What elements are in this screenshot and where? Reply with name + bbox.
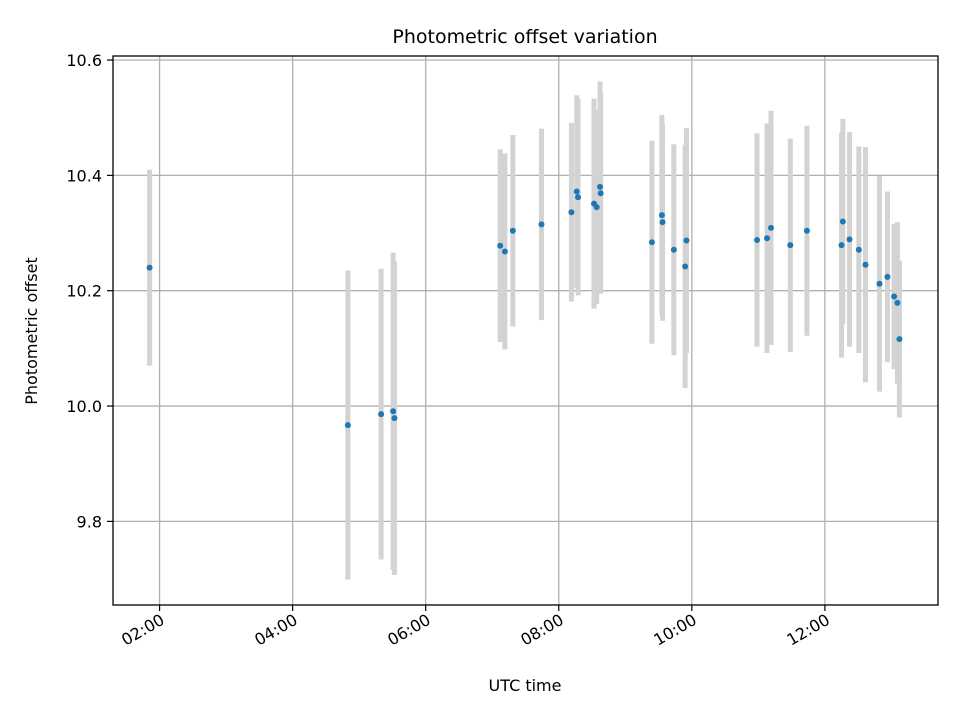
y-axis-ticks: 9.8 10.0 10.2 10.4 10.6 <box>66 51 113 531</box>
plot-frame <box>112 55 939 606</box>
data-point <box>670 246 677 253</box>
data-point <box>764 235 771 242</box>
y-tick-label: 9.8 <box>77 512 102 531</box>
data-point <box>575 194 582 201</box>
y-tick-label: 10.0 <box>66 397 102 416</box>
data-point <box>344 422 351 429</box>
data-point <box>597 190 604 197</box>
data-point <box>501 248 508 255</box>
x-axis-title: UTC time <box>489 676 562 695</box>
data-point <box>146 264 153 271</box>
data-points <box>146 183 903 429</box>
data-point <box>682 263 689 270</box>
y-axis-title: Photometric offset <box>22 257 41 405</box>
y-tick-label: 10.2 <box>66 282 102 301</box>
data-point <box>787 242 794 249</box>
data-point <box>862 261 869 268</box>
data-point <box>573 188 580 195</box>
data-point <box>659 219 666 226</box>
data-point <box>876 280 883 287</box>
data-point <box>894 299 901 306</box>
data-point <box>839 218 846 225</box>
data-point <box>538 221 545 228</box>
chart-title: Photometric offset variation <box>392 26 657 48</box>
data-point <box>378 411 385 418</box>
data-point <box>390 408 397 415</box>
data-point <box>896 336 903 343</box>
y-tick-label: 10.4 <box>66 166 102 185</box>
data-point <box>768 224 775 231</box>
y-tick-label: 10.6 <box>66 51 102 70</box>
data-point <box>803 227 810 234</box>
data-point <box>683 237 690 244</box>
data-point <box>648 239 655 246</box>
data-point <box>838 242 845 249</box>
data-point <box>593 204 600 211</box>
data-point <box>846 236 853 243</box>
data-point <box>497 242 504 249</box>
grid <box>113 56 938 605</box>
data-point <box>597 183 604 190</box>
data-point <box>884 273 891 280</box>
data-point <box>509 227 516 234</box>
data-point <box>568 209 575 216</box>
data-point <box>391 415 398 422</box>
data-point <box>754 236 761 243</box>
data-point <box>855 246 862 253</box>
data-point <box>891 293 898 300</box>
data-point <box>658 212 665 219</box>
